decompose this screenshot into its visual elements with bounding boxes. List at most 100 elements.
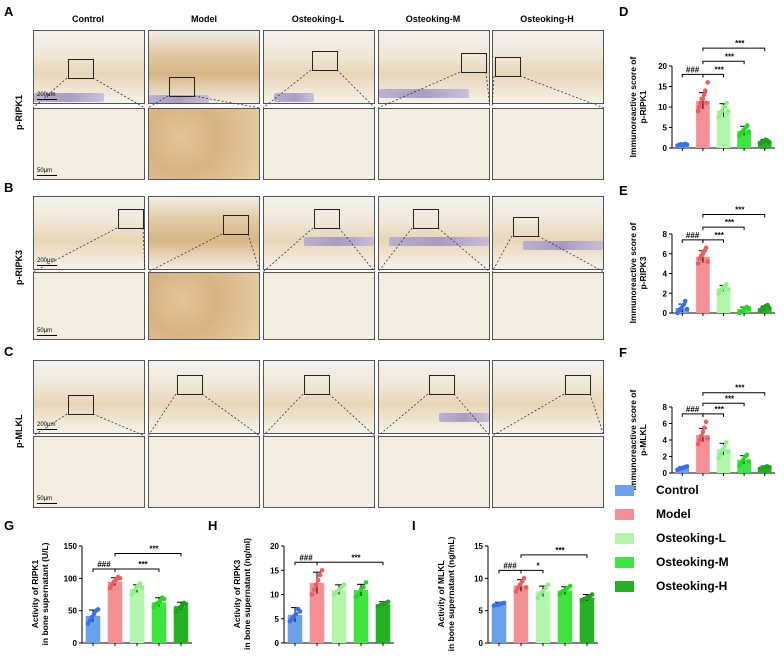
y-tick-label: 20: [658, 62, 667, 71]
y-tick-label: 0: [479, 639, 484, 648]
y-axis-label: Activity of MLKLin bone supernatant (ng/…: [436, 536, 456, 651]
y-axis-label-line: in bone supernatant (U/L): [40, 542, 50, 645]
data-point: [697, 437, 703, 443]
significance-label: ***: [715, 405, 725, 414]
zoom-guide-line: [519, 75, 605, 109]
significance-bracket: [702, 73, 724, 78]
micrograph-detail-p-ripk1-model: [148, 108, 260, 180]
data-point: [356, 592, 361, 597]
micrograph-detail-p-mlkl-osteoking-h: [492, 436, 604, 508]
zoom-guide-line: [262, 227, 314, 273]
data-point: [767, 139, 772, 145]
zoom-guide-line: [32, 77, 68, 109]
legend-swatch-control: [615, 484, 634, 496]
y-tick-label: 4: [663, 436, 668, 445]
bone-marrow-region: [274, 93, 314, 102]
data-point: [724, 100, 729, 106]
bar-model: [309, 582, 325, 643]
micrograph-overview-p-ripk1-osteoking-l: [263, 30, 375, 104]
data-point: [700, 96, 706, 102]
y-tick-label: 100: [64, 574, 78, 583]
y-tick-label: 8: [663, 403, 668, 412]
y-tick-label: 6: [663, 420, 668, 429]
bone-marrow-region: [523, 241, 603, 250]
significance-bracket: [702, 214, 766, 218]
data-point: [521, 576, 527, 581]
data-point: [313, 582, 319, 588]
bar-osteoking-m: [151, 602, 167, 643]
y-tick-label: 10: [270, 591, 279, 600]
scale-bar-label: 50μm: [37, 328, 53, 334]
y-axis-label-line: in bone supernatant (ng/ml): [242, 538, 252, 650]
data-point: [704, 100, 709, 106]
scale-bar-line: [37, 265, 57, 266]
bar-osteoking-l: [716, 110, 731, 148]
zoom-region-box: [312, 51, 338, 71]
chart-h: 0 5 10 15 20 Activity of RIPK3in bone superna…: [232, 538, 394, 650]
bar-model: [513, 585, 529, 643]
zoom-region-box: [304, 375, 330, 395]
micrograph-overview-p-ripk3-control: [33, 196, 145, 270]
data-point: [501, 600, 507, 606]
data-point: [705, 259, 710, 264]
data-point: [705, 80, 710, 85]
data-point: [702, 425, 707, 430]
column-header-control: Control: [72, 14, 104, 24]
data-point: [523, 585, 529, 590]
y-tick-label: 5: [663, 124, 668, 133]
panel-letter-D: D: [619, 4, 629, 19]
micrograph-detail-p-ripk3-osteoking-l: [263, 272, 375, 340]
legend-label: Osteoking-M: [656, 555, 729, 569]
data-point: [137, 581, 143, 586]
micrograph-detail-p-ripk1-control: [33, 108, 145, 180]
chart-i: 0 5 10 15 Activity of MLKLin bone supernatan…: [436, 536, 598, 651]
micrograph-detail-p-mlkl-model: [148, 436, 260, 508]
data-point: [315, 577, 321, 583]
chart-d: 0 5 10 15 20 Immunoreactive score ofp-RIPK1 ##…: [628, 39, 775, 157]
zoom-region-box: [513, 217, 539, 237]
bar-osteoking-h: [757, 308, 772, 313]
y-tick-label: 2: [663, 289, 668, 298]
zoom-guide-line: [437, 227, 491, 273]
y-axis-label-line: Activity of MLKL: [436, 560, 446, 627]
y-tick-label: 15: [474, 542, 483, 551]
zoom-guide-line: [491, 235, 513, 273]
scale-bar-line: [37, 99, 57, 100]
data-point: [183, 601, 189, 607]
legend-item-osteoking-l: Osteoking-L: [615, 526, 729, 550]
data-point: [767, 464, 772, 470]
zoom-guide-line: [377, 393, 429, 437]
y-tick-label: 15: [270, 566, 279, 575]
zoom-guide-line: [142, 227, 146, 273]
legend-swatch-model: [615, 508, 634, 520]
significance-label: ***: [735, 206, 745, 215]
legend: Control Model Osteoking-L Osteoking-M Os…: [615, 478, 729, 598]
zoom-region-box: [429, 375, 455, 395]
significance-label: ***: [351, 553, 361, 562]
y-axis-label: Activity of RIPK1in bone supernatant (U/…: [30, 542, 50, 645]
chart-f: 0 2 4 6 8 Immunoreactive score ofp-MLKL ### ***…: [628, 384, 775, 490]
micrograph-detail-p-ripk3-osteoking-m: [378, 272, 490, 340]
data-point: [744, 123, 750, 128]
micrograph-overview-p-ripk1-osteoking-m: [378, 30, 490, 104]
y-tick-label: 5: [479, 607, 484, 616]
y-axis-label-line: p-RIPK1: [638, 90, 648, 123]
zoom-guide-line: [338, 227, 376, 273]
data-point: [725, 287, 731, 292]
zoom-guide-line: [193, 95, 261, 109]
bone-marrow-region: [34, 93, 104, 102]
zoom-region-box: [495, 57, 521, 77]
bar-model: [107, 581, 123, 643]
zoom-guide-line: [247, 233, 261, 273]
data-point: [385, 599, 391, 605]
significance-label: ###: [686, 231, 700, 240]
column-header-osteoking-l: Osteoking-L: [291, 14, 345, 24]
significance-bracket: [114, 568, 160, 573]
zoom-region-box: [169, 77, 195, 97]
significance-label: ***: [725, 218, 735, 227]
data-point: [139, 585, 145, 590]
data-point: [695, 441, 701, 447]
y-tick-label: 50: [68, 607, 77, 616]
data-point: [744, 452, 750, 458]
